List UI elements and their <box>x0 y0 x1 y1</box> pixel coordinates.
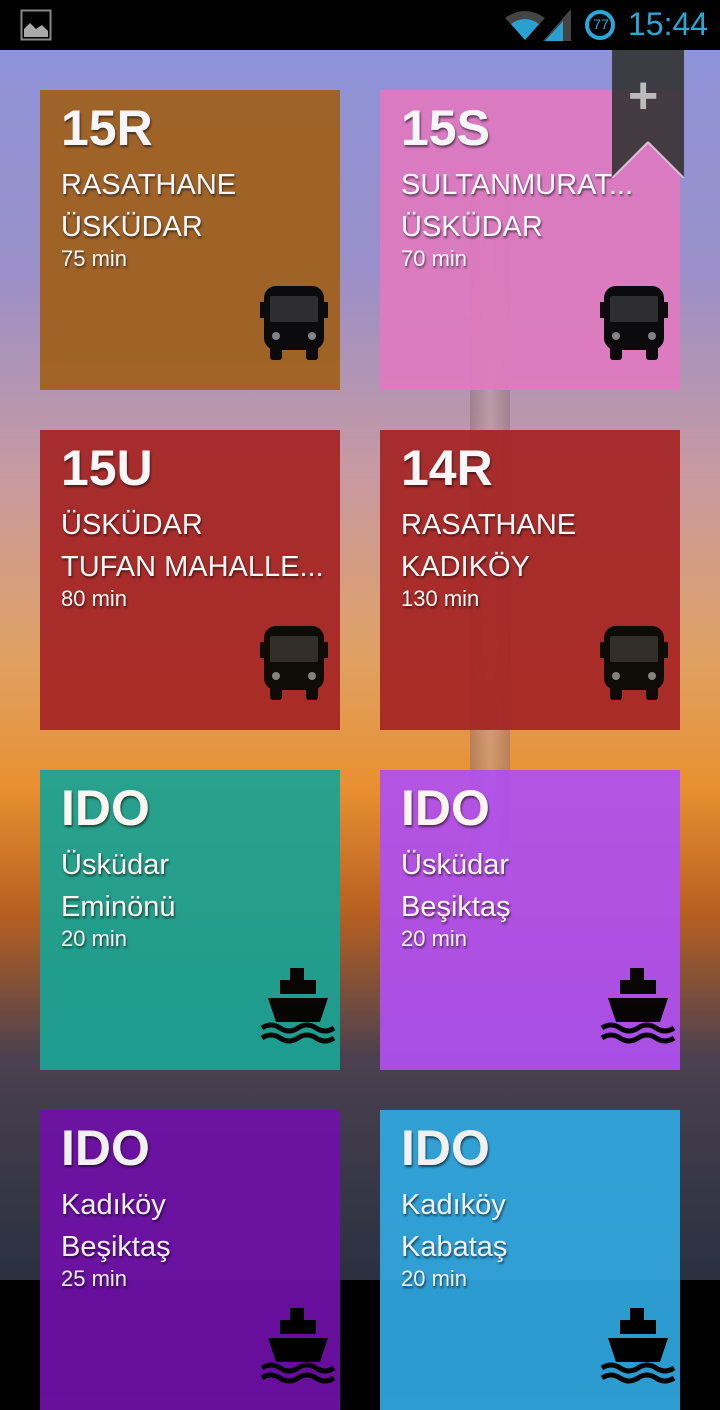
ferry-icon <box>600 964 676 1044</box>
wifi-icon <box>505 11 545 40</box>
route-code: IDO <box>401 1120 490 1176</box>
image-notification-icon <box>20 9 52 41</box>
route-duration: 20 min <box>61 926 128 951</box>
bus-icon <box>600 284 668 364</box>
route-destination: KADIKÖY <box>401 551 530 583</box>
route-tile[interactable]: IDO Üsküdar Beşiktaş 20 min <box>380 770 680 1070</box>
route-code: 15S <box>401 100 490 156</box>
route-origin: ÜSKÜDAR <box>61 509 203 541</box>
status-bar: 77 15:44 <box>0 0 720 50</box>
route-origin: RASATHANE <box>61 169 237 201</box>
route-code: 14R <box>401 440 493 496</box>
route-origin: Kadıköy <box>61 1189 166 1221</box>
route-origin: Kadıköy <box>401 1189 506 1221</box>
route-destination: ÜSKÜDAR <box>61 211 203 243</box>
clock: 15:44 <box>628 6 709 42</box>
route-duration: 130 min <box>401 586 480 611</box>
route-tile[interactable]: 15U ÜSKÜDAR TUFAN MAHALLE... 80 min <box>40 430 340 730</box>
route-tile[interactable]: 14R RASATHANE KADIKÖY 130 min <box>380 430 680 730</box>
ferry-icon <box>260 1304 336 1384</box>
route-code: IDO <box>61 1120 150 1176</box>
route-origin: Üsküdar <box>401 849 509 881</box>
bus-icon <box>260 624 328 704</box>
route-tile[interactable]: IDO Kadıköy Kabataş 20 min <box>380 1110 680 1410</box>
bookmark-shape <box>611 50 685 179</box>
route-origin: Üsküdar <box>61 849 169 881</box>
ferry-icon <box>260 964 336 1044</box>
signal-icon <box>543 9 571 41</box>
route-destination: Beşiktaş <box>61 1231 171 1263</box>
route-code: 15U <box>61 440 153 496</box>
route-duration: 80 min <box>61 586 128 611</box>
route-tile[interactable]: 15R RASATHANE ÜSKÜDAR 75 min <box>40 90 340 390</box>
ferry-icon <box>600 1304 676 1384</box>
battery-icon <box>585 10 615 40</box>
route-duration: 75 min <box>61 246 128 271</box>
route-code: IDO <box>61 780 150 836</box>
route-destination: Kabataş <box>401 1231 508 1263</box>
route-duration: 25 min <box>61 1266 128 1291</box>
route-code: 15R <box>61 100 153 156</box>
route-origin: RASATHANE <box>401 509 577 541</box>
add-route-button[interactable]: + <box>611 50 685 179</box>
route-duration: 70 min <box>401 246 468 271</box>
route-duration: 20 min <box>401 1266 468 1291</box>
bus-icon <box>600 624 668 704</box>
route-tile[interactable]: IDO Üsküdar Eminönü 20 min <box>40 770 340 1070</box>
route-destination: Eminönü <box>61 891 176 923</box>
route-tile[interactable]: IDO Kadıköy Beşiktaş 25 min <box>40 1110 340 1410</box>
route-duration: 20 min <box>401 926 468 951</box>
bus-icon <box>260 284 328 364</box>
plus-icon: + <box>628 67 659 125</box>
route-destination: ÜSKÜDAR <box>401 211 543 243</box>
route-code: IDO <box>401 780 490 836</box>
route-destination: TUFAN MAHALLE... <box>61 551 324 583</box>
battery-level: 77 <box>593 16 609 32</box>
route-destination: Beşiktaş <box>401 891 511 923</box>
